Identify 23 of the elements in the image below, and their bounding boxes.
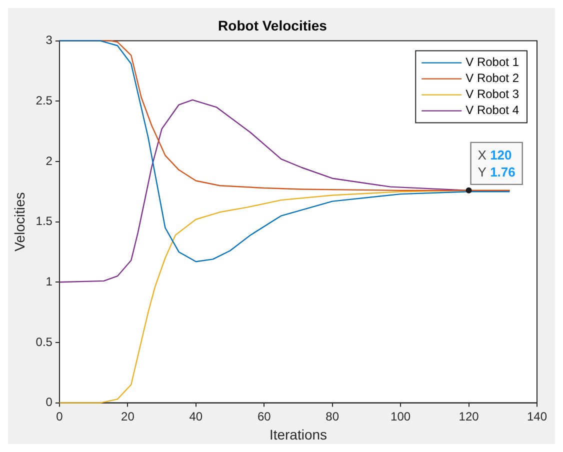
y-tick-label: 1.5 bbox=[36, 214, 53, 228]
legend-label: V Robot 1 bbox=[466, 55, 520, 70]
legend-label: V Robot 4 bbox=[466, 103, 520, 118]
x-tick-label: 0 bbox=[56, 409, 64, 424]
y-tick-label: 2 bbox=[46, 154, 53, 168]
x-tick-label: 80 bbox=[326, 409, 340, 424]
x-tick-label: 120 bbox=[458, 409, 480, 424]
legend-label: V Robot 2 bbox=[466, 71, 520, 86]
y-tick-label: 3 bbox=[46, 33, 53, 48]
annotation: X 120 Y 1.76 bbox=[478, 147, 516, 180]
y-tick-label: 1 bbox=[46, 274, 53, 288]
x-tick-label: 20 bbox=[121, 409, 135, 424]
y-tick-label: 2.5 bbox=[36, 93, 53, 108]
y-tick-label: 0 bbox=[46, 395, 53, 410]
x-tick-label: 60 bbox=[257, 409, 272, 424]
x-tick-label: 140 bbox=[526, 409, 548, 424]
x-tick-label: 100 bbox=[390, 409, 411, 424]
chart-title: Robot Velocities bbox=[218, 17, 328, 34]
x-tick-label: 40 bbox=[189, 409, 203, 424]
y-axis-title: Velocities bbox=[11, 192, 28, 252]
x-axis-title: Iterations bbox=[269, 426, 328, 442]
y-tick-label: 0.5 bbox=[36, 334, 53, 349]
legend-label: V Robot 3 bbox=[466, 87, 520, 102]
